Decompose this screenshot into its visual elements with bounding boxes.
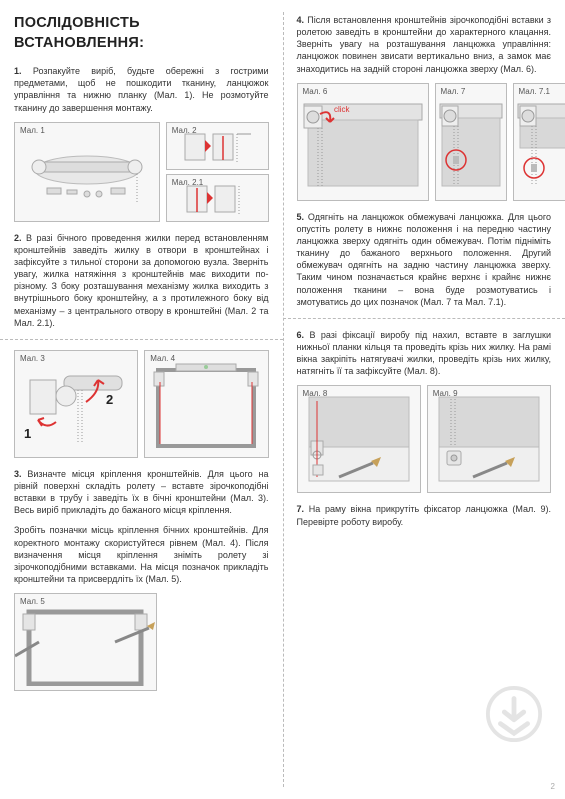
step-3-body-a: Визначте місця кріплення кронштейнів. Дл… bbox=[14, 469, 269, 515]
figure-row-4: Мал. 6 click Мал. 7 bbox=[297, 83, 552, 201]
step-7-body: На раму вікна прикрутіть фіксатор ланцюж… bbox=[297, 504, 552, 526]
figure-8-caption: Мал. 8 bbox=[303, 389, 328, 400]
svg-text:1: 1 bbox=[24, 426, 31, 441]
figure-5-svg bbox=[15, 598, 155, 686]
figure-8-svg bbox=[299, 391, 419, 487]
step-5-num: 5. bbox=[297, 212, 305, 222]
step-2-num: 2. bbox=[14, 233, 22, 243]
figure-2-1-caption: Мал. 2.1 bbox=[172, 178, 203, 189]
step-4-text: 4. Після встановлення кронштейнів зірочк… bbox=[297, 14, 552, 75]
step-6-text: 6. В разі фіксації виробу під нахил, вст… bbox=[297, 329, 552, 378]
step-3-text-a: 3. Визначте місця кріплення кронштейнів.… bbox=[14, 468, 269, 517]
figure-9-caption: Мал. 9 bbox=[433, 389, 458, 400]
step-3-text-b: Зробіть позначки місць кріплення бічних … bbox=[14, 524, 269, 585]
figure-2: Мал. 2 bbox=[166, 122, 269, 170]
figure-6: Мал. 6 click bbox=[297, 83, 429, 201]
figure-4-svg bbox=[146, 356, 266, 451]
svg-text:2: 2 bbox=[106, 392, 113, 407]
figure-3: Мал. 3 2 1 bbox=[14, 350, 138, 458]
page-title: ПОСЛІДОВНІСТЬ ВСТАНОВЛЕННЯ: bbox=[14, 14, 269, 53]
step-2-text: 2. В разі бічного проведення жилки перед… bbox=[14, 232, 269, 329]
left-column: ПОСЛІДОВНІСТЬ ВСТАНОВЛЕННЯ: 1. Розпакуйт… bbox=[0, 0, 283, 799]
step-1-num: 1. bbox=[14, 66, 22, 76]
figure-2-caption: Мал. 2 bbox=[172, 126, 197, 137]
figure-1-caption: Мал. 1 bbox=[20, 126, 45, 137]
figure-row-2: Мал. 3 2 1 Мал. 4 bbox=[14, 350, 269, 458]
figure-1-svg bbox=[17, 132, 157, 212]
figure-3-caption: Мал. 3 bbox=[20, 354, 45, 365]
step-5-text: 5. Одягніть на ланцюжок обмежувачі ланцю… bbox=[297, 211, 552, 308]
step-6-body: В разі фіксації виробу під нахил, вставт… bbox=[297, 330, 552, 376]
figure-7-svg bbox=[436, 90, 506, 194]
step-2-body: В разі бічного проведення жилки перед вс… bbox=[14, 233, 269, 328]
figure-4-caption: Мал. 4 bbox=[150, 354, 175, 365]
page-number: 2 bbox=[551, 782, 555, 793]
figure-9-svg bbox=[429, 391, 549, 487]
figure-7-1-caption: Мал. 7.1 bbox=[519, 87, 550, 98]
left-divider bbox=[0, 339, 283, 340]
figure-6-caption: Мал. 6 bbox=[303, 87, 328, 98]
step-3-num: 3. bbox=[14, 469, 22, 479]
step-5-body: Одягніть на ланцюжок обмежувачі ланцюжка… bbox=[297, 212, 552, 307]
figure-1: Мал. 1 bbox=[14, 122, 160, 222]
right-column: 4. Після встановлення кронштейнів зірочк… bbox=[283, 0, 565, 799]
figure-row-5: Мал. 8 Мал. 9 bbox=[297, 385, 552, 493]
step-6-num: 6. bbox=[297, 330, 305, 340]
figure-5-caption: Мал. 5 bbox=[20, 597, 45, 608]
figure-6-svg: click bbox=[298, 90, 428, 194]
step-7-num: 7. bbox=[297, 504, 305, 514]
figure-9: Мал. 9 bbox=[427, 385, 551, 493]
figure-row-1: Мал. 1 Мал. 2 bbox=[14, 122, 269, 222]
step-1-body: Розпакуйте виріб, будьте обережні з гост… bbox=[14, 66, 269, 112]
step-4-body: Після встановлення кронштейнів зірочкопо… bbox=[297, 15, 552, 74]
right-divider bbox=[283, 318, 565, 319]
click-label: click bbox=[334, 105, 351, 114]
figure-4: Мал. 4 bbox=[144, 350, 268, 458]
step-1-text: 1. Розпакуйте виріб, будьте обережні з г… bbox=[14, 65, 269, 114]
step-7-text: 7. На раму вікна прикрутіть фіксатор лан… bbox=[297, 503, 552, 527]
figure-7-caption: Мал. 7 bbox=[441, 87, 466, 98]
figure-7: Мал. 7 bbox=[435, 83, 507, 201]
watermark-icon bbox=[485, 685, 543, 743]
step-4-num: 4. bbox=[297, 15, 305, 25]
figure-5: Мал. 5 bbox=[14, 593, 157, 691]
figure-7-1: Мал. 7.1 bbox=[513, 83, 565, 201]
figure-8: Мал. 8 bbox=[297, 385, 421, 493]
figure-2-1: Мал. 2.1 bbox=[166, 174, 269, 222]
figure-7-1-svg bbox=[514, 90, 565, 194]
figure-3-svg: 2 1 bbox=[16, 356, 136, 451]
figure-row-3: Мал. 5 bbox=[14, 593, 269, 691]
